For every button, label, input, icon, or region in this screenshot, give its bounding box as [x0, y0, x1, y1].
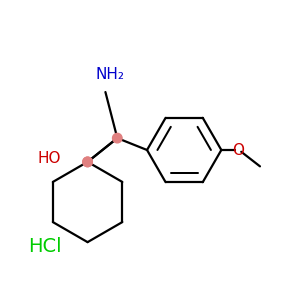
Text: O: O	[232, 142, 244, 158]
Text: NH₂: NH₂	[95, 67, 124, 82]
Circle shape	[83, 157, 92, 167]
Text: HO: HO	[37, 152, 61, 166]
Circle shape	[83, 157, 92, 167]
Circle shape	[112, 134, 122, 143]
Text: HCl: HCl	[28, 237, 62, 256]
